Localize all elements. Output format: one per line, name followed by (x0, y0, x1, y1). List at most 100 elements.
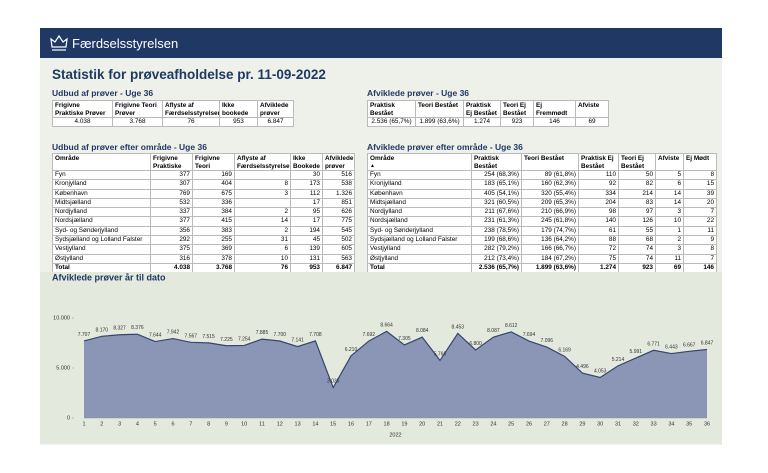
table-cell: 6.847 (257, 116, 294, 128)
table-cell: 378 (192, 253, 235, 264)
table-cell: 126 (618, 216, 656, 227)
table-cell: 10 (234, 253, 291, 264)
table-row: Nordjylland 211 (67,6%) 210 (66,9%) 98 97 3 7 (367, 207, 717, 218)
table-cell: 282 (79,2%) (471, 244, 522, 255)
value-label: 7.694 (523, 332, 536, 338)
header-row: Frigivne Praktiske Prøver Frigivne Teori … (52, 100, 294, 118)
value-label: 7.225 (220, 337, 233, 343)
table-cell: 3 (655, 244, 684, 255)
x-tick-label: 4 (136, 421, 139, 427)
table-cell: 194 (290, 225, 323, 237)
table-cell: 14 (234, 216, 291, 227)
table-row: Fyn 254 (68,3%) 89 (61,8%) 110 50 5 8 (367, 169, 717, 181)
value-label: 7.141 (291, 338, 304, 344)
area (84, 331, 707, 418)
x-tick-label: 14 (312, 421, 318, 427)
x-tick-label: 28 (562, 421, 568, 427)
table-cell: Nordjylland (52, 207, 151, 218)
table-cell: København (367, 188, 472, 199)
value-label: 7.708 (309, 332, 322, 338)
table-row: Nordjylland 337 384 2 95 626 (52, 207, 355, 218)
value-label: 7.515 (202, 334, 215, 340)
table-cell: 337 (150, 207, 193, 218)
x-tick-label: 1 (82, 421, 85, 427)
x-tick-label: 20 (419, 421, 425, 427)
x-tick-label: 8 (207, 421, 210, 427)
table-cell: 923 (500, 116, 534, 128)
table-cell: 375 (150, 244, 193, 255)
table-cell: 9 (683, 235, 717, 246)
table-cell: Kronjylland (367, 179, 472, 190)
table-cell: 20 (683, 197, 717, 209)
table-cell: 231 (61,3%) (471, 216, 522, 227)
table-cell: Syd- og Sønderjylland (367, 225, 472, 237)
value-label: 5.214 (612, 357, 625, 363)
table-cell: 377 (150, 169, 193, 181)
header-cell: Ikke Bookede (290, 153, 323, 171)
table-cell: 1.326 (322, 188, 355, 199)
value-label: 7.700 (274, 332, 287, 338)
table-row: Nordsjælland 377 415 14 17 775 (52, 216, 355, 227)
table: Praktisk Bestået Teori Bestået Praktisk Ej… (367, 100, 609, 128)
table-cell: 61 (578, 225, 619, 237)
table-cell: 209 (65,3%) (521, 197, 579, 209)
x-tick-label: 21 (437, 421, 443, 427)
header-cell: Ej Fremmødt (533, 100, 576, 118)
x-tick-label: 9 (225, 421, 228, 427)
table-cell: 238 (78,5%) (471, 225, 522, 237)
table-cell: 199 (68,6%) (471, 235, 522, 246)
header-cell: Teori Bestået (521, 153, 579, 171)
value-label: 8.376 (131, 325, 144, 331)
table: Område Frigivne Praktiske Frigivne Teori Af… (52, 153, 355, 274)
table-row: Midtsjælland 321 (60,5%) 209 (65,3%) 204 83 1… (367, 197, 717, 209)
table-cell: København (52, 188, 151, 199)
table-cell: 50 (618, 169, 656, 181)
header-row: Praktisk Bestået Teori Bestået Praktisk Ej… (367, 100, 609, 118)
table-cell: 356 (150, 225, 193, 237)
table-cell: 336 (192, 197, 235, 209)
header-row: Område Frigivne Praktiske Frigivne Teori Af… (52, 153, 355, 171)
value-label: 8.084 (416, 328, 429, 334)
brand: Færdselsstyrelsen (72, 36, 179, 51)
area-line (83, 330, 708, 390)
x-tick-label: 18 (384, 421, 390, 427)
table-cell: 184 (67,2%) (521, 253, 579, 264)
value-label: 6.443 (665, 345, 678, 351)
table-cell: 179 (74,7%) (521, 225, 579, 237)
table-cell: 545 (322, 225, 355, 237)
table-cell: 10 (655, 216, 684, 227)
table-cell: 255 (192, 235, 235, 246)
x-tick-label: 5 (154, 421, 157, 427)
x-tick-label: 13 (295, 421, 301, 427)
table-cell: 3.768 (112, 116, 163, 128)
table-cell: 605 (322, 244, 355, 255)
table-row: Østjylland 316 378 10 131 563 (52, 253, 355, 264)
table-cell: 2 (234, 225, 291, 237)
table-cell: Østjylland (52, 253, 151, 264)
value-label: 7.096 (541, 338, 554, 344)
table-cell: 31 (234, 235, 291, 246)
table-title: Udbud af prøver efter område - Uge 36 (52, 142, 207, 152)
value-label: 8.453 (452, 324, 465, 330)
header-cell: Teori Ej Bestået (618, 153, 656, 171)
table-cell: 516 (322, 169, 355, 181)
x-tick-label: 19 (401, 421, 407, 427)
x-tick-label: 33 (651, 421, 657, 427)
table-title: Udbud af prøver - Uge 36 (52, 88, 154, 98)
table-cell: 415 (192, 216, 235, 227)
header-cell: Praktisk Bestået (471, 153, 522, 171)
header-cell: Område (52, 153, 151, 171)
value-label: 7.692 (363, 332, 376, 338)
x-tick-label: 7 (189, 421, 192, 427)
table: Område ▲ Praktisk Bestået Teori Bestået Prak… (367, 153, 717, 274)
table-cell: 405 (54,1%) (471, 188, 522, 199)
table-cell: 110 (578, 169, 619, 181)
header-cell: Afviste (575, 100, 609, 118)
x-tick-label: 17 (366, 421, 372, 427)
value-label: 6.210 (345, 347, 358, 353)
table-cell: 169 (192, 169, 235, 181)
x-tick-label: 6 (171, 421, 174, 427)
x-tick-label: 22 (455, 421, 461, 427)
table-cell: 74 (618, 244, 656, 255)
x-tick-label: 34 (668, 421, 674, 427)
